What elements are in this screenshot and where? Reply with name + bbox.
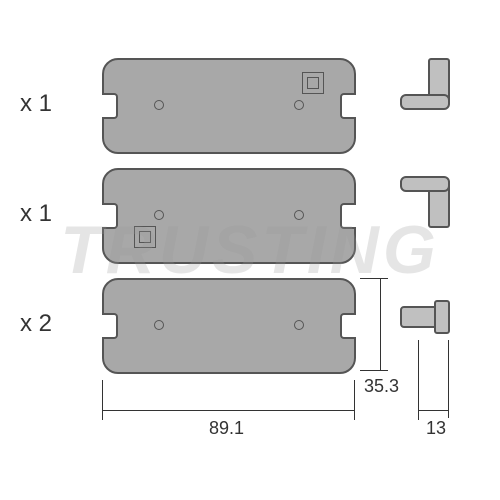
pad-hole [154, 100, 164, 110]
pad-hole [154, 210, 164, 220]
dim-line-height [380, 278, 381, 370]
dim-line-thickness [418, 410, 448, 411]
pad-sensor [302, 72, 324, 94]
side-clip-tab [434, 300, 450, 334]
dim-label-height: 35.3 [360, 376, 403, 397]
dim-tick [418, 340, 419, 420]
dim-tick [448, 340, 449, 420]
dim-tick [360, 370, 388, 371]
pad-notch-left [102, 203, 118, 229]
quantity-row3: x 2 [20, 310, 52, 338]
dim-tick [354, 380, 355, 420]
pad-sensor [134, 226, 156, 248]
quantity-row2: x 1 [20, 200, 52, 228]
pad-hole [294, 320, 304, 330]
dim-label-thickness: 13 [422, 418, 450, 439]
pad-notch-right [340, 313, 356, 339]
pad-notch-right [340, 93, 356, 119]
clip-foot [400, 176, 450, 192]
clip-row2 [400, 168, 450, 228]
brake-pad-row1 [102, 58, 356, 154]
brake-pad-row2 [102, 168, 356, 264]
clip-row1 [400, 58, 450, 118]
dim-line-width [102, 410, 354, 411]
dim-label-width: 89.1 [205, 418, 248, 439]
quantity-row1: x 1 [20, 90, 52, 118]
pad-hole [294, 210, 304, 220]
pad-notch-left [102, 93, 118, 119]
side-clip-row3 [400, 300, 450, 330]
pad-notch-left [102, 313, 118, 339]
brake-pad-row3 [102, 278, 356, 374]
pad-hole [154, 320, 164, 330]
dim-tick [360, 278, 388, 279]
dim-tick [102, 380, 103, 420]
clip-foot [400, 94, 450, 110]
pad-notch-right [340, 203, 356, 229]
pad-hole [294, 100, 304, 110]
